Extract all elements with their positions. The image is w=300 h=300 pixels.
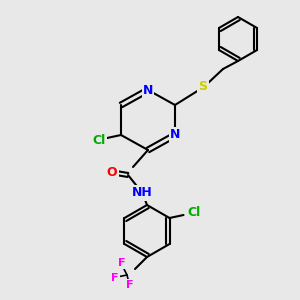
Text: O: O: [107, 167, 117, 179]
Text: F: F: [118, 258, 126, 268]
Text: S: S: [199, 80, 208, 94]
Text: N: N: [170, 128, 180, 142]
Text: Cl: Cl: [187, 206, 200, 220]
Text: F: F: [111, 273, 119, 283]
Text: NH: NH: [132, 187, 152, 200]
Text: F: F: [126, 280, 134, 290]
Text: Cl: Cl: [92, 134, 106, 146]
Text: N: N: [143, 83, 153, 97]
